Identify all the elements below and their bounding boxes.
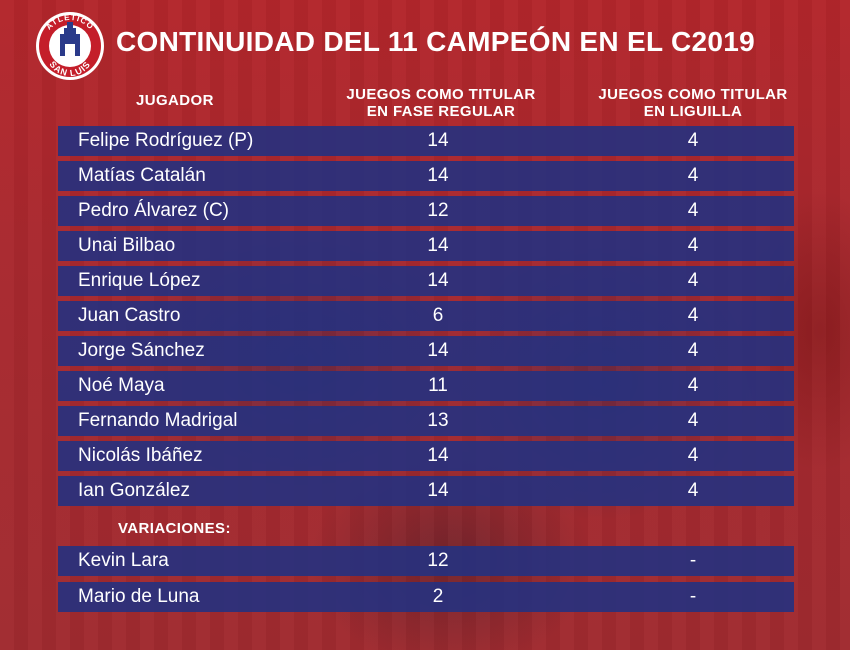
column-header-regular-line2: EN FASE REGULAR xyxy=(366,103,516,120)
table-row: Noé Maya 11 4 xyxy=(58,371,794,401)
table-row: Fernando Madrigal 13 4 xyxy=(58,406,794,436)
player-name: Kevin Lara xyxy=(78,550,169,571)
column-header-liguilla-line1: JUEGOS COMO TITULAR xyxy=(598,86,788,103)
table-row: Ian González 14 4 xyxy=(58,476,794,506)
liguilla-games: 4 xyxy=(687,130,699,151)
column-header-player: JUGADOR xyxy=(136,92,214,109)
atletico-san-luis-logo: ATLÉTICO SAN LUIS xyxy=(36,12,104,80)
player-name: Nicolás Ibáñez xyxy=(78,445,203,466)
table-row: Pedro Álvarez (C) 12 4 xyxy=(58,196,794,226)
table-row: Enrique López 14 4 xyxy=(58,266,794,296)
table-row: Kevin Lara 12 - xyxy=(58,546,794,576)
player-name: Juan Castro xyxy=(78,305,181,326)
table-row: Mario de Luna 2 - xyxy=(58,582,794,612)
liguilla-games: 4 xyxy=(687,235,699,256)
regular-games: 13 xyxy=(427,410,449,431)
liguilla-games: 4 xyxy=(687,165,699,186)
player-name: Pedro Álvarez (C) xyxy=(78,200,229,221)
regular-games: 14 xyxy=(427,480,449,501)
player-name: Enrique López xyxy=(78,270,201,291)
regular-games: 2 xyxy=(432,586,444,607)
player-name: Felipe Rodríguez (P) xyxy=(78,130,254,151)
table-row: Nicolás Ibáñez 14 4 xyxy=(58,441,794,471)
regular-games: 12 xyxy=(427,200,449,221)
table-row: Matías Catalán 14 4 xyxy=(58,161,794,191)
liguilla-games: 4 xyxy=(687,375,699,396)
table-row: Juan Castro 6 4 xyxy=(58,301,794,331)
variations-label: VARIACIONES: xyxy=(118,520,231,537)
table-row: Felipe Rodríguez (P) 14 4 xyxy=(58,126,794,156)
liguilla-games: 4 xyxy=(687,410,699,431)
player-name: Jorge Sánchez xyxy=(78,340,205,361)
regular-games: 12 xyxy=(427,550,449,571)
regular-games: 14 xyxy=(427,235,449,256)
column-header-regular: JUEGOS COMO TITULAR EN FASE REGULAR xyxy=(318,86,564,120)
player-name: Ian González xyxy=(78,480,190,501)
table-row: Unai Bilbao 14 4 xyxy=(58,231,794,261)
column-header-liguilla: JUEGOS COMO TITULAR EN LIGUILLA xyxy=(570,86,816,120)
regular-games: 14 xyxy=(427,130,449,151)
liguilla-games: 4 xyxy=(687,270,699,291)
regular-games: 11 xyxy=(428,375,448,396)
table-row: Jorge Sánchez 14 4 xyxy=(58,336,794,366)
liguilla-games: - xyxy=(689,550,697,571)
page-title: CONTINUIDAD DEL 11 CAMPEÓN EN EL C2019 xyxy=(116,26,755,57)
column-header-liguilla-line2: EN LIGUILLA xyxy=(643,103,743,120)
regular-games: 14 xyxy=(427,340,449,361)
liguilla-games: 4 xyxy=(687,305,699,326)
player-name: Unai Bilbao xyxy=(78,235,176,256)
regular-games: 14 xyxy=(427,445,449,466)
player-name: Noé Maya xyxy=(78,375,165,396)
regular-games: 14 xyxy=(427,270,449,291)
regular-games: 6 xyxy=(432,305,444,326)
liguilla-games: 4 xyxy=(687,340,699,361)
player-name: Fernando Madrigal xyxy=(78,410,238,431)
liguilla-games: 4 xyxy=(687,445,699,466)
liguilla-games: 4 xyxy=(687,480,699,501)
liguilla-games: 4 xyxy=(687,200,699,221)
regular-games: 14 xyxy=(427,165,449,186)
player-name: Matías Catalán xyxy=(78,165,206,186)
liguilla-games: - xyxy=(689,586,697,607)
player-name: Mario de Luna xyxy=(78,586,200,607)
column-header-regular-line1: JUEGOS COMO TITULAR xyxy=(346,86,536,103)
